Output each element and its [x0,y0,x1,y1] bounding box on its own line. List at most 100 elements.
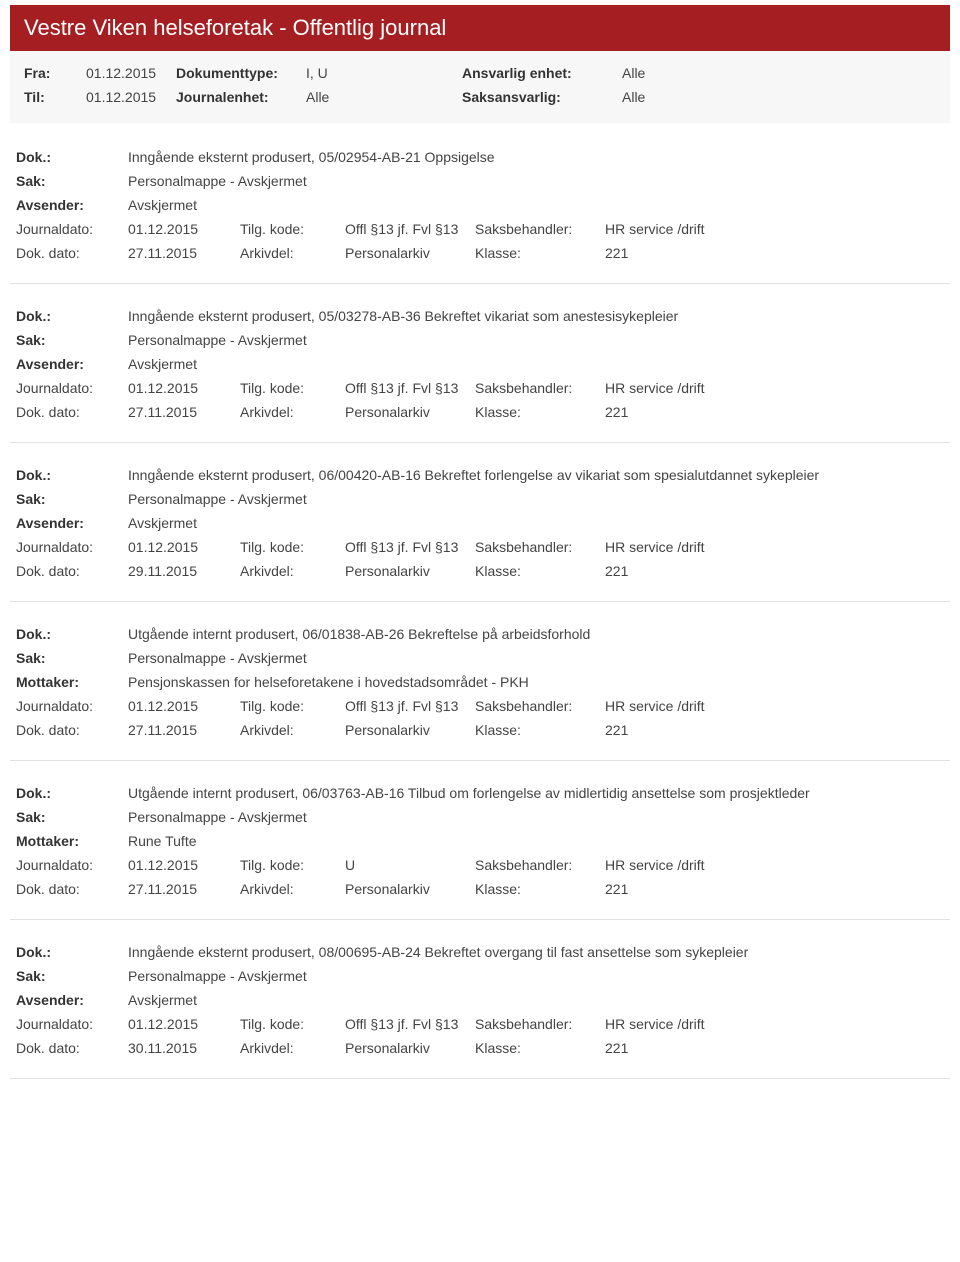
entry-sak-row: Sak: Personalmappe - Avskjermet [16,964,944,988]
entry-klasse-value: 221 [605,1040,628,1056]
journal-entry: Dok.: Inngående eksternt produsert, 05/0… [10,131,950,284]
entry-meta-row-2: Dok. dato: 27.11.2015 Arkivdel: Personal… [16,718,944,742]
entry-saksbehandler-value: HR service /drift [605,698,705,714]
entry-sak-value: Personalmappe - Avskjermet [128,332,307,348]
entry-journaldato-value: 01.12.2015 [128,857,240,873]
entry-sak-value: Personalmappe - Avskjermet [128,809,307,825]
entry-party-label: Avsender: [16,992,128,1008]
entry-saksbehandler-label: Saksbehandler: [475,539,605,555]
entry-journaldato-value: 01.12.2015 [128,221,240,237]
entry-dok-label: Dok.: [16,944,128,960]
entry-saksbehandler-label: Saksbehandler: [475,221,605,237]
entry-klasse-label: Klasse: [475,245,605,261]
entry-dokdato-label: Dok. dato: [16,722,128,738]
entry-tilgkode-value: Offl §13 jf. Fvl §13 [345,380,475,396]
filter-fra-label: Fra: [24,65,86,81]
entry-meta-row-2: Dok. dato: 29.11.2015 Arkivdel: Personal… [16,559,944,583]
filter-fra-value: 01.12.2015 [86,65,176,81]
filter-saksansvarlig-label: Saksansvarlig: [462,89,622,105]
entry-sak-label: Sak: [16,491,128,507]
entry-party-value: Avskjermet [128,992,197,1008]
entry-saksbehandler-value: HR service /drift [605,1016,705,1032]
filter-block: Fra: 01.12.2015 Dokumenttype: I, U Ansva… [10,51,950,123]
entry-klasse-value: 221 [605,563,628,579]
entry-saksbehandler-label: Saksbehandler: [475,698,605,714]
entry-journaldato-label: Journaldato: [16,857,128,873]
entry-saksbehandler-value: HR service /drift [605,380,705,396]
entry-journaldato-label: Journaldato: [16,221,128,237]
entry-dokdato-value: 29.11.2015 [128,563,240,579]
entry-klasse-label: Klasse: [475,881,605,897]
entry-journaldato-label: Journaldato: [16,698,128,714]
entry-tilgkode-value: Offl §13 jf. Fvl §13 [345,221,475,237]
entry-dok-value: Inngående eksternt produsert, 05/03278-A… [128,308,678,324]
entry-sak-label: Sak: [16,332,128,348]
page-title-bar: Vestre Viken helseforetak - Offentlig jo… [10,5,950,51]
entry-sak-value: Personalmappe - Avskjermet [128,173,307,189]
entry-dokdato-value: 27.11.2015 [128,722,240,738]
entry-journaldato-value: 01.12.2015 [128,698,240,714]
entry-sak-label: Sak: [16,650,128,666]
entry-dok-label: Dok.: [16,149,128,165]
entry-party-value: Rune Tufte [128,833,197,849]
entry-saksbehandler-label: Saksbehandler: [475,1016,605,1032]
filter-til-value: 01.12.2015 [86,89,176,105]
entry-tilgkode-label: Tilg. kode: [240,857,345,873]
entry-sak-row: Sak: Personalmappe - Avskjermet [16,487,944,511]
entry-arkivdel-value: Personalarkiv [345,1040,475,1056]
entry-party-value: Pensjonskassen for helseforetakene i hov… [128,674,529,690]
entry-dok-row: Dok.: Inngående eksternt produsert, 05/0… [16,145,944,169]
entry-journaldato-value: 01.12.2015 [128,1016,240,1032]
entry-sak-row: Sak: Personalmappe - Avskjermet [16,328,944,352]
entry-klasse-value: 221 [605,404,628,420]
entry-dokdato-label: Dok. dato: [16,404,128,420]
filter-doktype-value: I, U [306,65,462,81]
entry-sak-label: Sak: [16,173,128,189]
entry-meta-row-2: Dok. dato: 27.11.2015 Arkivdel: Personal… [16,877,944,901]
entry-dok-value: Inngående eksternt produsert, 05/02954-A… [128,149,495,165]
entry-dok-row: Dok.: Inngående eksternt produsert, 06/0… [16,463,944,487]
entry-dokdato-label: Dok. dato: [16,245,128,261]
entry-journaldato-value: 01.12.2015 [128,380,240,396]
entry-tilgkode-value: Offl §13 jf. Fvl §13 [345,698,475,714]
entry-dok-row: Dok.: Inngående eksternt produsert, 08/0… [16,940,944,964]
entry-arkivdel-label: Arkivdel: [240,245,345,261]
entry-meta-row-2: Dok. dato: 27.11.2015 Arkivdel: Personal… [16,241,944,265]
entry-dokdato-label: Dok. dato: [16,1040,128,1056]
filter-til-label: Til: [24,89,86,105]
entry-party-label: Mottaker: [16,674,128,690]
journal-entry: Dok.: Inngående eksternt produsert, 08/0… [10,926,950,1079]
journal-entry: Dok.: Inngående eksternt produsert, 06/0… [10,449,950,602]
entry-saksbehandler-label: Saksbehandler: [475,857,605,873]
filter-saksansvarlig-value: Alle [622,89,645,105]
page-title: Vestre Viken helseforetak - Offentlig jo… [24,15,446,40]
filter-journalenhet-label: Journalenhet: [176,89,306,105]
entry-sak-row: Sak: Personalmappe - Avskjermet [16,169,944,193]
entry-dok-value: Inngående eksternt produsert, 08/00695-A… [128,944,748,960]
entry-party-label: Avsender: [16,197,128,213]
entry-party-row: Mottaker: Rune Tufte [16,829,944,853]
entry-sak-value: Personalmappe - Avskjermet [128,650,307,666]
entry-dok-value: Inngående eksternt produsert, 06/00420-A… [128,467,819,483]
entry-dokdato-label: Dok. dato: [16,881,128,897]
entry-meta-row-2: Dok. dato: 30.11.2015 Arkivdel: Personal… [16,1036,944,1060]
entry-meta-row-2: Dok. dato: 27.11.2015 Arkivdel: Personal… [16,400,944,424]
entry-arkivdel-label: Arkivdel: [240,563,345,579]
entry-journaldato-label: Journaldato: [16,380,128,396]
entry-journaldato-value: 01.12.2015 [128,539,240,555]
entry-party-label: Avsender: [16,515,128,531]
entry-arkivdel-label: Arkivdel: [240,881,345,897]
entry-arkivdel-value: Personalarkiv [345,563,475,579]
entry-sak-label: Sak: [16,968,128,984]
entry-party-value: Avskjermet [128,515,197,531]
entry-dokdato-value: 27.11.2015 [128,881,240,897]
entry-arkivdel-value: Personalarkiv [345,722,475,738]
journal-entry: Dok.: Inngående eksternt produsert, 05/0… [10,290,950,443]
page: Vestre Viken helseforetak - Offentlig jo… [0,0,960,1105]
entry-meta-row-1: Journaldato: 01.12.2015 Tilg. kode: Offl… [16,535,944,559]
entry-tilgkode-value: U [345,857,475,873]
entry-sak-value: Personalmappe - Avskjermet [128,491,307,507]
entry-saksbehandler-value: HR service /drift [605,857,705,873]
entry-sak-row: Sak: Personalmappe - Avskjermet [16,646,944,670]
entry-dok-value: Utgående internt produsert, 06/01838-AB-… [128,626,590,642]
